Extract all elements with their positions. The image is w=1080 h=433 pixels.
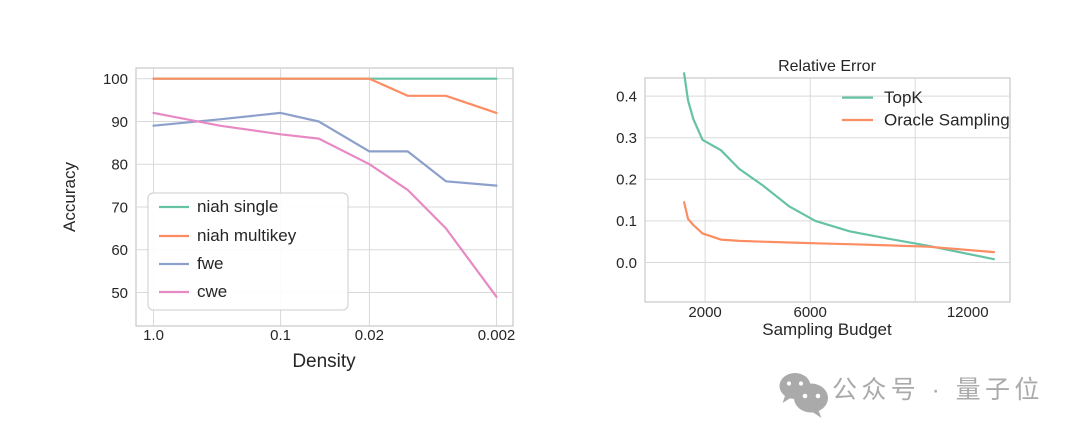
svg-text:公众号 · 量子位: 公众号 · 量子位 xyxy=(832,376,1044,404)
svg-text:TopK: TopK xyxy=(884,88,923,107)
svg-text:80: 80 xyxy=(111,157,128,174)
svg-text:fwe: fwe xyxy=(197,254,223,273)
svg-text:Accuracy: Accuracy xyxy=(60,162,79,232)
svg-text:0.02: 0.02 xyxy=(355,327,384,344)
svg-text:2000: 2000 xyxy=(688,304,721,321)
svg-text:100: 100 xyxy=(103,71,128,88)
svg-text:niah single: niah single xyxy=(197,197,278,216)
svg-text:6000: 6000 xyxy=(794,304,827,321)
svg-text:60: 60 xyxy=(111,242,128,259)
svg-text:0.2: 0.2 xyxy=(616,172,637,189)
svg-text:Oracle Sampling: Oracle Sampling xyxy=(884,111,1010,130)
svg-text:0.1: 0.1 xyxy=(270,327,291,344)
svg-text:0.1: 0.1 xyxy=(616,213,637,230)
svg-text:70: 70 xyxy=(111,199,128,216)
svg-text:niah multikey: niah multikey xyxy=(197,226,297,245)
svg-text:Density: Density xyxy=(292,351,356,372)
svg-text:90: 90 xyxy=(111,114,128,131)
svg-text:Relative Error: Relative Error xyxy=(778,58,876,75)
svg-text:12000: 12000 xyxy=(947,304,989,321)
svg-text:Sampling Budget: Sampling Budget xyxy=(762,320,892,339)
svg-text:0.4: 0.4 xyxy=(616,88,637,105)
svg-text:0.002: 0.002 xyxy=(478,327,516,344)
svg-text:0.0: 0.0 xyxy=(616,255,637,272)
svg-text:50: 50 xyxy=(111,285,128,302)
svg-text:0.3: 0.3 xyxy=(616,130,637,147)
svg-text:cwe: cwe xyxy=(197,282,227,301)
svg-text:1.0: 1.0 xyxy=(143,327,164,344)
